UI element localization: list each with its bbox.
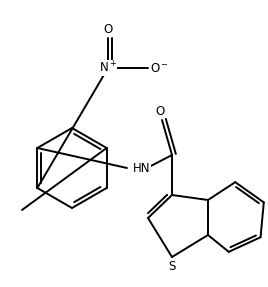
Text: N$^+$: N$^+$: [99, 60, 117, 76]
Text: HN: HN: [133, 162, 151, 174]
Text: O: O: [155, 105, 165, 118]
Text: S: S: [168, 260, 176, 273]
Text: O: O: [103, 23, 113, 36]
Text: O$^-$: O$^-$: [150, 61, 169, 75]
